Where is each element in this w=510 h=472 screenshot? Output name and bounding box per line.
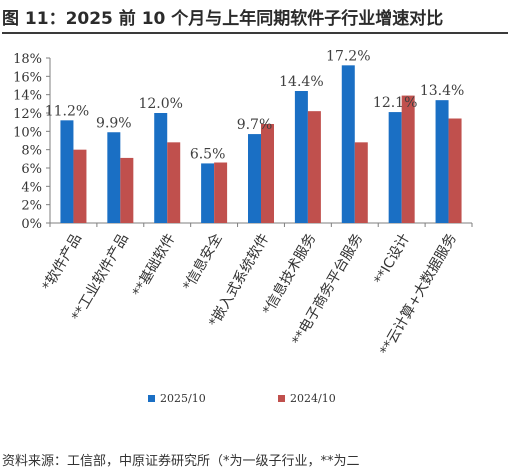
legend: 2025/10 2024/10 bbox=[148, 392, 336, 405]
bar-2024 bbox=[354, 142, 368, 223]
bar-chart: 0% 2% 4% 6% 8% 10% 12% 14% 16% 18% 11.2% *软件产品 9.9%… bbox=[13, 48, 473, 405]
data-label: 14.4% bbox=[279, 74, 323, 90]
bar-2024 bbox=[167, 142, 181, 223]
y-tick-label: 12% bbox=[13, 107, 42, 122]
title-divider bbox=[2, 32, 508, 34]
data-label: 12.1% bbox=[373, 95, 417, 111]
bar-2024 bbox=[73, 149, 87, 223]
data-label: 9.7% bbox=[237, 117, 273, 133]
bar-2025 bbox=[201, 163, 215, 223]
bar-2024 bbox=[401, 95, 415, 223]
bar-2025 bbox=[248, 134, 261, 223]
y-tick-label: 6% bbox=[21, 162, 42, 177]
legend-swatch bbox=[278, 395, 285, 402]
bar-2024 bbox=[448, 118, 462, 223]
bar-2025 bbox=[60, 120, 74, 223]
y-tick-label: 18% bbox=[13, 52, 42, 67]
bar-2025 bbox=[435, 100, 449, 223]
source-note: 资料来源：工信部，中原证券研究所（*为一级子行业，**为二 bbox=[2, 454, 360, 469]
bar-2024 bbox=[307, 111, 321, 223]
bar-2025 bbox=[388, 112, 402, 223]
category-label: **基础软件 bbox=[129, 231, 179, 300]
y-tick-label: 8% bbox=[21, 144, 42, 159]
category-label: *信息安全 bbox=[179, 231, 225, 294]
bar-2025 bbox=[294, 91, 308, 223]
y-tick-label: 16% bbox=[13, 70, 42, 85]
bars bbox=[60, 65, 462, 223]
bar-2024 bbox=[214, 162, 228, 223]
legend-swatch bbox=[148, 395, 155, 402]
data-label: 13.4% bbox=[420, 83, 464, 99]
y-tick-label: 2% bbox=[21, 199, 42, 214]
data-label: 9.9% bbox=[96, 115, 132, 131]
legend-label: 2024/10 bbox=[290, 392, 336, 405]
y-tick-label: 10% bbox=[13, 125, 42, 140]
legend-label: 2025/10 bbox=[160, 392, 206, 405]
bar-2025 bbox=[341, 65, 355, 223]
data-label: 17.2% bbox=[326, 48, 370, 64]
data-label: 6.5% bbox=[190, 146, 226, 162]
data-label: 12.0% bbox=[138, 96, 182, 112]
axes: 0% 2% 4% 6% 8% 10% 12% 14% 16% 18% bbox=[13, 52, 473, 232]
category-label: **IC设计 bbox=[371, 231, 413, 287]
y-tick-label: 4% bbox=[21, 180, 42, 195]
bar-2025 bbox=[154, 113, 168, 223]
bar-2025 bbox=[107, 132, 121, 223]
figure-title: 图 11：2025 前 10 个月与上年同期软件子行业增速对比 bbox=[2, 9, 444, 29]
data-label: 11.2% bbox=[45, 103, 89, 119]
y-tick-label: 14% bbox=[13, 89, 42, 104]
category-label: *软件产品 bbox=[40, 231, 85, 294]
bar-2024 bbox=[120, 157, 134, 223]
bar-2024 bbox=[261, 124, 274, 223]
y-tick-label: 0% bbox=[21, 217, 42, 232]
